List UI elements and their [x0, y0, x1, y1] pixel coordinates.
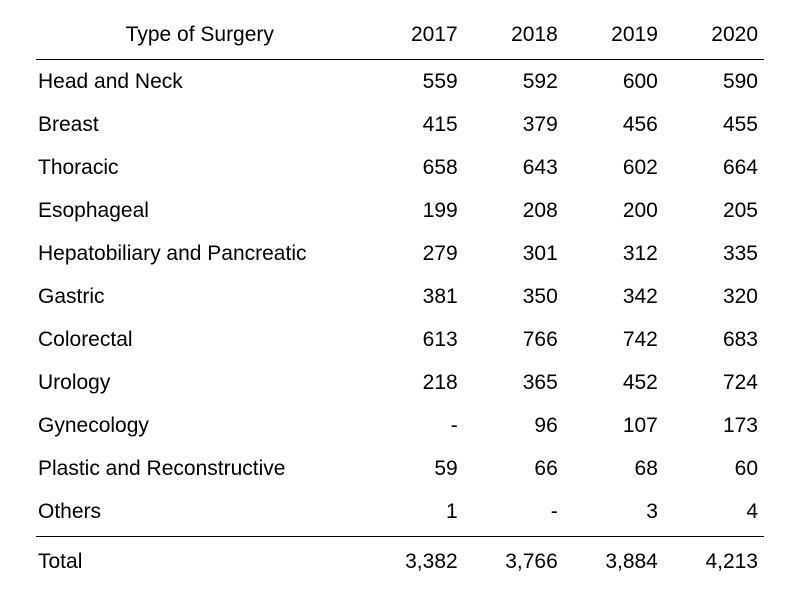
table-body: Head and Neck559592600590Breast415379456…: [36, 60, 764, 579]
col-header-year: 2020: [664, 18, 764, 60]
row-label: Esophageal: [36, 189, 364, 232]
cell-value: 200: [564, 189, 664, 232]
cell-value: 342: [564, 275, 664, 318]
cell-value: 59: [364, 447, 464, 490]
table-row: Hepatobiliary and Pancreatic279301312335: [36, 232, 764, 275]
row-label: Thoracic: [36, 146, 364, 189]
surgery-table: Type of Surgery 2017 2018 2019 2020 Head…: [36, 18, 764, 578]
cell-value: 415: [364, 103, 464, 146]
cell-value: 1: [364, 490, 464, 537]
table-row: Others1-34: [36, 490, 764, 537]
cell-value: 66: [464, 447, 564, 490]
cell-value: 724: [664, 361, 764, 404]
cell-value: 658: [364, 146, 464, 189]
total-label: Total: [36, 537, 364, 579]
row-label: Gynecology: [36, 404, 364, 447]
cell-value: 320: [664, 275, 764, 318]
col-header-year: 2019: [564, 18, 664, 60]
row-label: Others: [36, 490, 364, 537]
cell-value: 350: [464, 275, 564, 318]
cell-value: 208: [464, 189, 564, 232]
total-value: 4,213: [664, 537, 764, 579]
cell-value: 218: [364, 361, 464, 404]
cell-value: 456: [564, 103, 664, 146]
row-label: Breast: [36, 103, 364, 146]
cell-value: 379: [464, 103, 564, 146]
cell-value: 107: [564, 404, 664, 447]
cell-value: 301: [464, 232, 564, 275]
cell-value: 643: [464, 146, 564, 189]
table-row: Head and Neck559592600590: [36, 60, 764, 104]
cell-value: 279: [364, 232, 464, 275]
cell-value: 559: [364, 60, 464, 104]
cell-value: -: [464, 490, 564, 537]
cell-value: 683: [664, 318, 764, 361]
col-header-year: 2018: [464, 18, 564, 60]
row-label: Gastric: [36, 275, 364, 318]
table-total-row: Total3,3823,7663,8844,213: [36, 537, 764, 579]
table-row: Gynecology-96107173: [36, 404, 764, 447]
cell-value: 766: [464, 318, 564, 361]
total-value: 3,884: [564, 537, 664, 579]
cell-value: 613: [364, 318, 464, 361]
cell-value: 199: [364, 189, 464, 232]
table-row: Gastric381350342320: [36, 275, 764, 318]
row-label: Head and Neck: [36, 60, 364, 104]
cell-value: 590: [664, 60, 764, 104]
cell-value: 96: [464, 404, 564, 447]
row-label: Colorectal: [36, 318, 364, 361]
total-value: 3,766: [464, 537, 564, 579]
row-label: Plastic and Reconstructive: [36, 447, 364, 490]
table-row: Plastic and Reconstructive59666860: [36, 447, 764, 490]
cell-value: 60: [664, 447, 764, 490]
cell-value: 312: [564, 232, 664, 275]
cell-value: -: [364, 404, 464, 447]
cell-value: 455: [664, 103, 764, 146]
cell-value: 592: [464, 60, 564, 104]
cell-value: 664: [664, 146, 764, 189]
row-label: Urology: [36, 361, 364, 404]
cell-value: 335: [664, 232, 764, 275]
col-header-year: 2017: [364, 18, 464, 60]
cell-value: 173: [664, 404, 764, 447]
table-row: Thoracic658643602664: [36, 146, 764, 189]
cell-value: 365: [464, 361, 564, 404]
cell-value: 68: [564, 447, 664, 490]
cell-value: 602: [564, 146, 664, 189]
cell-value: 452: [564, 361, 664, 404]
table-row: Colorectal613766742683: [36, 318, 764, 361]
cell-value: 205: [664, 189, 764, 232]
table-row: Urology218365452724: [36, 361, 764, 404]
table-row: Esophageal199208200205: [36, 189, 764, 232]
surgery-table-container: Type of Surgery 2017 2018 2019 2020 Head…: [0, 0, 800, 596]
cell-value: 742: [564, 318, 664, 361]
table-header-row: Type of Surgery 2017 2018 2019 2020: [36, 18, 764, 60]
table-row: Breast415379456455: [36, 103, 764, 146]
cell-value: 4: [664, 490, 764, 537]
row-label: Hepatobiliary and Pancreatic: [36, 232, 364, 275]
cell-value: 600: [564, 60, 664, 104]
total-value: 3,382: [364, 537, 464, 579]
col-header-type: Type of Surgery: [36, 18, 364, 60]
cell-value: 381: [364, 275, 464, 318]
cell-value: 3: [564, 490, 664, 537]
